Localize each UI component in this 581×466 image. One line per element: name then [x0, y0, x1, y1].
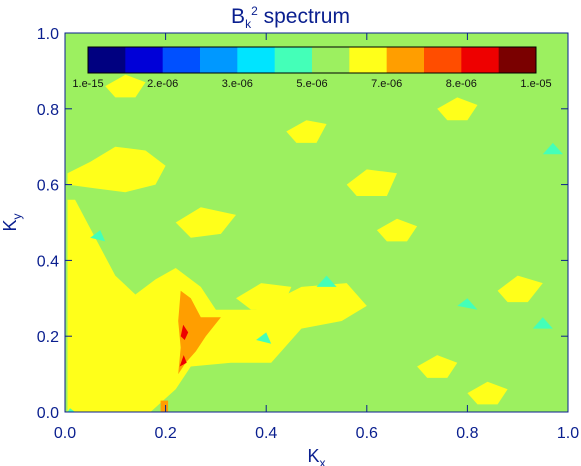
colorbar-tick-label: 7.e-06 [371, 78, 402, 90]
contour-region [236, 283, 292, 310]
contour-region [90, 230, 106, 242]
colorbar-tick-label: 2.e-06 [147, 78, 178, 90]
colorbar-swatch [424, 47, 462, 73]
colorbar-swatch [312, 47, 350, 73]
colorbar-swatch [386, 47, 425, 73]
colorbar-tick-label: 1.e-05 [520, 78, 551, 90]
colorbar-swatch [498, 47, 537, 73]
contour-region [417, 355, 458, 378]
contour-region [286, 120, 327, 143]
contour-region [160, 400, 169, 412]
x-axis: 0.0 0.2 0.4 0.6 0.8 1.0 [54, 33, 579, 442]
chart-title: Bk2 spectrum [231, 4, 350, 32]
contour-region [457, 298, 478, 310]
colorbar-swatch [237, 47, 276, 73]
contour-region [179, 355, 187, 367]
colorbar-swatch [274, 47, 313, 73]
contour-region [346, 169, 397, 196]
y-tick-label: 0.8 [37, 102, 59, 119]
colorbar-swatch [88, 47, 126, 73]
y-axis: 0.0 0.2 0.4 0.6 0.8 1.0 [37, 26, 568, 422]
colorbar-tick-label: 1.e-15 [72, 78, 103, 90]
y-tick-label: 0.4 [37, 253, 59, 270]
colorbar-frame [87, 46, 537, 74]
contour-region [105, 74, 146, 98]
x-tick-label: 0.2 [154, 425, 176, 442]
contour-region [467, 381, 508, 405]
contour-region [256, 332, 272, 344]
contour-region [67, 408, 76, 412]
contour-region [178, 290, 221, 375]
contour-region [437, 97, 478, 121]
y-tick-label: 0.2 [37, 329, 59, 346]
contour-region [316, 275, 337, 287]
colorbar-swatch [125, 47, 164, 73]
x-tick-label: 0.4 [255, 425, 277, 442]
colorbar-swatch [162, 47, 201, 73]
x-tick-label: 0.0 [54, 425, 76, 442]
y-tick-label: 1.0 [37, 26, 59, 43]
x-axis-label: Kx [307, 446, 325, 466]
contour-region [175, 207, 236, 238]
colorbar-tick-label: 5.e-06 [296, 78, 327, 90]
x-tick-label: 1.0 [557, 425, 579, 442]
x-tick-label: 0.6 [356, 425, 378, 442]
colorbar-swatch [461, 47, 500, 73]
contour-region [180, 324, 189, 340]
colorbar: 1.e-15 2.e-06 3.e-06 5.e-06 7.e-06 8.e-06 1.e-… [72, 46, 552, 90]
contour-region [376, 218, 418, 242]
colorbar-swatch [349, 47, 388, 73]
contour-region [532, 317, 553, 329]
colorbar-tick-label: 8.e-06 [446, 78, 477, 90]
colorbar-swatch [200, 47, 238, 73]
plot-frame [64, 32, 569, 413]
contour-region [542, 142, 563, 155]
colorbar-tick-label: 3.e-06 [222, 78, 253, 90]
x-tick-label: 0.8 [456, 425, 478, 442]
y-axis-label: Ky [0, 213, 24, 231]
contour-region [67, 146, 166, 193]
y-tick-label: 0.0 [37, 405, 59, 422]
contour-regions [67, 74, 563, 412]
contour-region [497, 275, 543, 303]
contour-region [67, 199, 367, 412]
y-tick-label: 0.6 [37, 178, 59, 195]
